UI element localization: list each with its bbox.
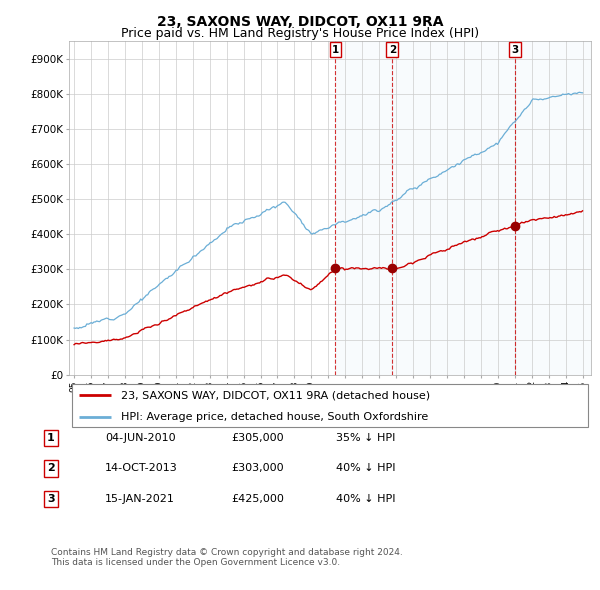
Text: 14-OCT-2013: 14-OCT-2013 bbox=[105, 464, 178, 473]
Text: £305,000: £305,000 bbox=[231, 433, 284, 442]
FancyBboxPatch shape bbox=[71, 385, 589, 427]
Text: Contains HM Land Registry data © Crown copyright and database right 2024.
This d: Contains HM Land Registry data © Crown c… bbox=[51, 548, 403, 567]
Text: £425,000: £425,000 bbox=[231, 494, 284, 504]
Text: 1: 1 bbox=[332, 45, 339, 55]
Text: 15-JAN-2021: 15-JAN-2021 bbox=[105, 494, 175, 504]
Text: 23, SAXONS WAY, DIDCOT, OX11 9RA (detached house): 23, SAXONS WAY, DIDCOT, OX11 9RA (detach… bbox=[121, 391, 430, 401]
Text: £303,000: £303,000 bbox=[231, 464, 284, 473]
Bar bbox=[515, 41, 591, 375]
Text: 1: 1 bbox=[47, 433, 55, 442]
Text: 35% ↓ HPI: 35% ↓ HPI bbox=[336, 433, 395, 442]
Text: 3: 3 bbox=[47, 494, 55, 504]
Text: HPI: Average price, detached house, South Oxfordshire: HPI: Average price, detached house, Sout… bbox=[121, 412, 428, 422]
Text: 2: 2 bbox=[389, 45, 396, 55]
Text: 3: 3 bbox=[512, 45, 519, 55]
Text: Price paid vs. HM Land Registry's House Price Index (HPI): Price paid vs. HM Land Registry's House … bbox=[121, 27, 479, 40]
Text: 40% ↓ HPI: 40% ↓ HPI bbox=[336, 464, 395, 473]
Text: 40% ↓ HPI: 40% ↓ HPI bbox=[336, 494, 395, 504]
Bar bbox=[335, 41, 392, 375]
Text: 23, SAXONS WAY, DIDCOT, OX11 9RA: 23, SAXONS WAY, DIDCOT, OX11 9RA bbox=[157, 15, 443, 29]
Text: 04-JUN-2010: 04-JUN-2010 bbox=[105, 433, 176, 442]
Text: 2: 2 bbox=[47, 464, 55, 473]
Bar bbox=[392, 41, 515, 375]
